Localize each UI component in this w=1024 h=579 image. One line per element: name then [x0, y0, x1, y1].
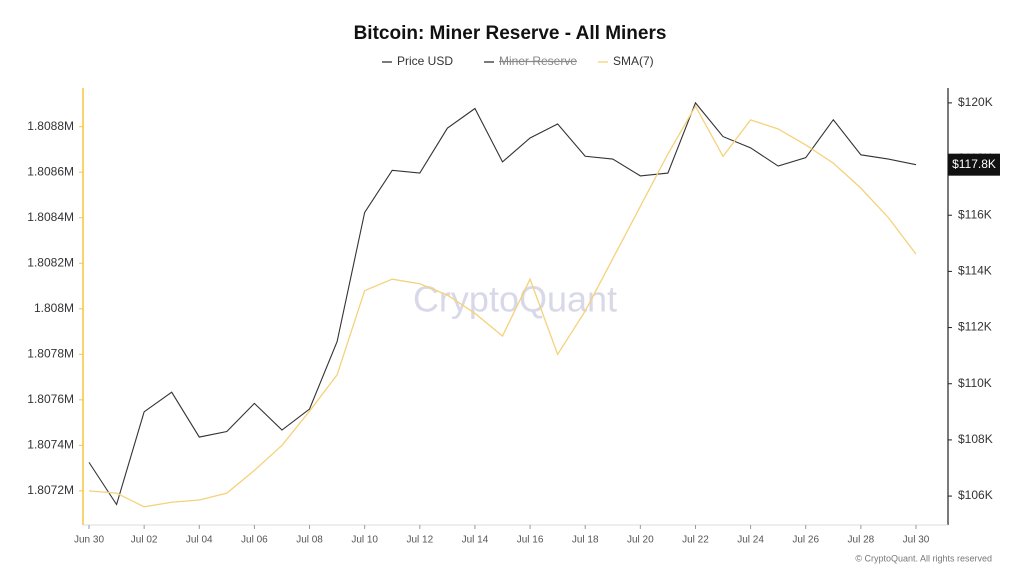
y2-tick-label: $112K	[958, 320, 992, 334]
series-line	[88, 104, 917, 508]
current-value-label: $117.8K	[952, 157, 996, 171]
x-tick-label: Jul 14	[462, 535, 489, 546]
y2-tick-label: $108K	[958, 432, 993, 446]
series-line	[88, 101, 917, 506]
x-tick-label: Jul 12	[406, 535, 433, 546]
x-tick-label: Jul 08	[296, 535, 323, 546]
y2-tick-label: $106K	[958, 488, 993, 502]
x-tick-label: Jul 02	[131, 535, 158, 546]
x-tick-label: Jul 28	[848, 535, 875, 546]
x-tick-label: Jul 10	[351, 535, 378, 546]
y-tick-label: 1.8074M	[27, 438, 74, 452]
x-tick-label: Jul 16	[517, 535, 544, 546]
y-tick-label: 1.8072M	[27, 483, 74, 497]
y-tick-label: 1.8084M	[27, 210, 74, 224]
y-tick-label: 1.8078M	[27, 346, 74, 360]
y-tick-label: 1.8086M	[27, 164, 74, 178]
y-tick-label: 1.8088M	[27, 119, 74, 133]
current-value-badge	[948, 153, 1000, 176]
y2-tick-label: $110K	[958, 376, 992, 390]
legend: Price USD Miner Reserve SMA(7)	[382, 54, 654, 68]
y2-tick-label: $120K	[958, 95, 993, 109]
y2-tick-label: $114K	[958, 264, 992, 278]
legend-label: Miner Reserve	[499, 54, 577, 68]
legend-label: Price USD	[397, 54, 453, 68]
x-tick-label: Jul 26	[792, 535, 819, 546]
x-tick-label: Jul 06	[241, 535, 268, 546]
x-tick-label: Jul 30	[903, 535, 930, 546]
x-tick-label: Jul 04	[186, 535, 213, 546]
x-tick-label: Jul 24	[737, 535, 764, 546]
watermark: CryptoQuant	[413, 279, 617, 320]
y-tick-label: 1.8082M	[27, 255, 74, 269]
chart-title: Bitcoin: Miner Reserve - All Miners	[354, 23, 667, 44]
y2-tick-label: $116K	[958, 207, 992, 221]
copyright: © CryptoQuant. All rights reserved	[855, 553, 992, 563]
x-tick-label: Jul 20	[627, 535, 654, 546]
x-tick-label: Jul 22	[682, 535, 709, 546]
y-tick-label: 1.808M	[34, 301, 74, 315]
y-tick-label: 1.8076M	[27, 392, 74, 406]
legend-label: SMA(7)	[613, 54, 654, 68]
x-tick-label: Jun 30	[74, 535, 104, 546]
x-tick-label: Jul 18	[572, 535, 599, 546]
